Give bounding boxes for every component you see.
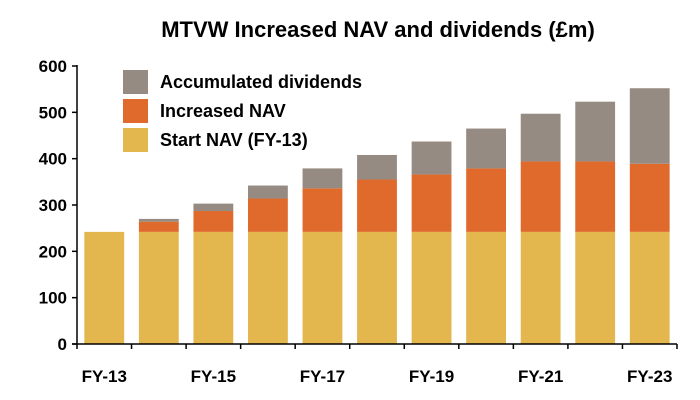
bar-FY-22-series-1 <box>575 161 616 232</box>
legend-swatch-series-2 <box>123 70 148 94</box>
bar-FY-15-series-1 <box>193 211 234 232</box>
bar-FY-23-series-1 <box>629 163 670 232</box>
bar-FY-22-series-0 <box>575 231 616 344</box>
y-tick-label: 100 <box>39 289 67 308</box>
axes-layer: 0 100 200 300 400 500 600 FY-13 FY-15 FY-17 FY-19 F… <box>39 57 678 386</box>
bar-FY-21-series-0 <box>520 231 561 344</box>
x-tick-label-FY-17: FY-17 <box>300 367 345 386</box>
bar-FY-14-series-0 <box>138 231 179 344</box>
bar-FY-15-series-2 <box>193 203 234 212</box>
bar-FY-17-series-1 <box>302 188 343 232</box>
bar-FY-20-series-1 <box>466 168 506 232</box>
bar-FY-13-series-0 <box>84 231 125 344</box>
y-tick-label: 0 <box>58 335 67 354</box>
bar-FY-18-series-2 <box>357 154 397 180</box>
bar-FY-17-series-2 <box>302 168 343 189</box>
bar-FY-18-series-1 <box>357 179 397 232</box>
bar-FY-19-series-0 <box>411 231 452 344</box>
legend-label-series-2: Accumulated dividends <box>160 72 362 92</box>
x-tick-label-FY-23: FY-23 <box>627 367 672 386</box>
bars-layer <box>84 88 670 344</box>
bar-FY-16-series-0 <box>248 231 288 344</box>
bar-FY-19-series-2 <box>411 141 452 175</box>
bar-FY-14-series-2 <box>138 218 179 222</box>
bar-FY-21-series-1 <box>520 161 561 232</box>
bar-FY-21-series-2 <box>520 113 561 162</box>
y-tick-label: 600 <box>39 57 67 76</box>
bar-FY-18-series-0 <box>357 231 397 344</box>
legend: Accumulated dividends Increased NAV Start … <box>123 70 362 152</box>
bar-FY-14-series-1 <box>138 221 179 232</box>
bar-FY-22-series-2 <box>575 101 616 162</box>
x-tick-label-FY-13: FY-13 <box>82 367 127 386</box>
bar-FY-16-series-2 <box>248 185 288 199</box>
bar-FY-16-series-1 <box>248 198 288 232</box>
legend-label-series-0: Start NAV (FY-13) <box>160 130 308 150</box>
bar-FY-15-series-0 <box>193 231 234 344</box>
y-tick-label: 400 <box>39 150 67 169</box>
y-tick-label: 500 <box>39 103 67 122</box>
bar-FY-20-series-0 <box>466 231 506 344</box>
bar-FY-23-series-2 <box>629 88 670 164</box>
bar-FY-20-series-2 <box>466 128 506 169</box>
chart-title: MTVW Increased NAV and dividends (£m) <box>161 17 595 42</box>
y-tick-label: 200 <box>39 242 67 261</box>
bar-FY-23-series-0 <box>629 231 670 344</box>
x-tick-label-FY-19: FY-19 <box>409 367 454 386</box>
x-tick-label-FY-15: FY-15 <box>191 367 236 386</box>
legend-swatch-series-1 <box>123 99 148 123</box>
legend-label-series-1: Increased NAV <box>160 101 286 121</box>
bar-FY-17-series-0 <box>302 231 343 344</box>
x-tick-label-FY-21: FY-21 <box>518 367 563 386</box>
legend-swatch-series-0 <box>123 128 148 152</box>
bar-FY-19-series-1 <box>411 174 452 232</box>
y-tick-label: 300 <box>39 196 67 215</box>
